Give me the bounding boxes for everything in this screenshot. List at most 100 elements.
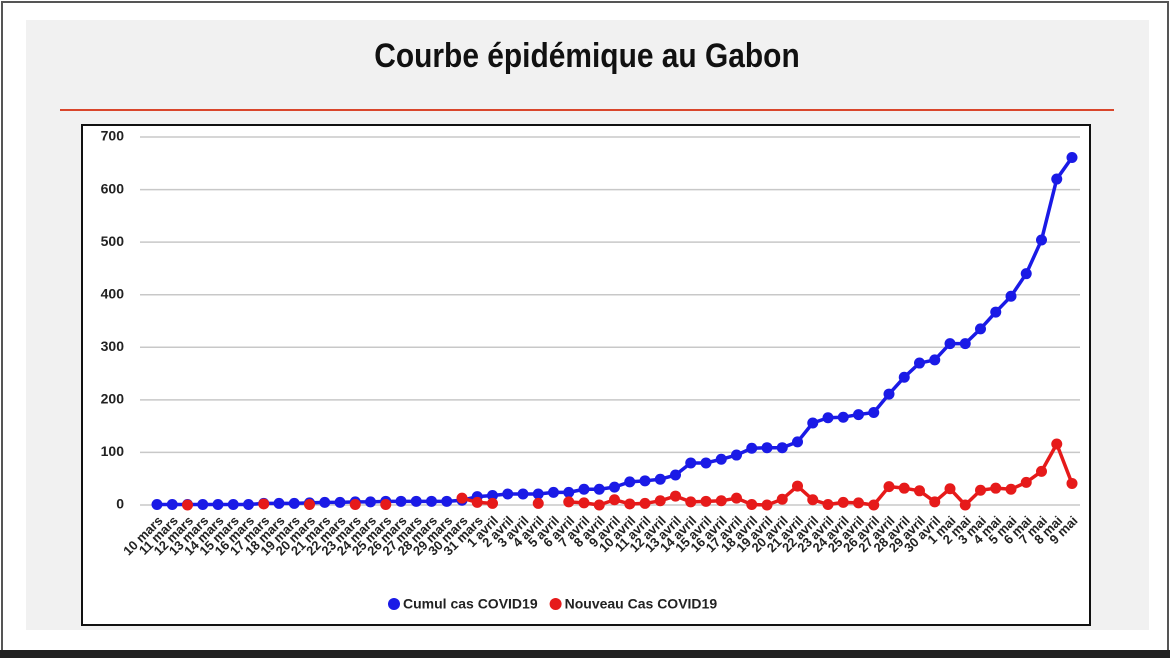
point — [639, 475, 651, 487]
point — [914, 485, 925, 497]
point — [868, 499, 880, 511]
point — [807, 494, 819, 506]
y-tick-label: 600 — [101, 180, 125, 196]
point — [898, 371, 910, 383]
point — [487, 490, 498, 502]
point — [700, 457, 712, 469]
point — [227, 498, 239, 510]
point — [639, 497, 651, 509]
point — [349, 498, 361, 510]
point — [975, 484, 986, 496]
point — [166, 498, 178, 510]
point — [776, 442, 788, 454]
point — [944, 338, 956, 350]
point — [258, 498, 270, 510]
point — [654, 473, 666, 485]
point — [319, 496, 331, 508]
point — [944, 483, 956, 495]
point — [959, 338, 971, 350]
point — [990, 306, 1002, 318]
point — [365, 496, 376, 508]
point — [517, 488, 529, 500]
point — [426, 495, 437, 507]
y-tick-label: 500 — [101, 233, 125, 249]
point — [761, 442, 773, 454]
point — [532, 488, 544, 500]
point — [837, 411, 849, 423]
point — [898, 482, 910, 494]
point — [578, 483, 590, 495]
legend-label: Nouveau Cas COVID19 — [565, 596, 718, 612]
point — [746, 442, 758, 454]
point — [624, 476, 636, 488]
point — [304, 498, 315, 510]
point — [578, 497, 590, 509]
y-tick-label: 400 — [101, 285, 125, 301]
point — [243, 498, 254, 510]
point — [990, 482, 1002, 494]
point — [1005, 483, 1017, 495]
point — [746, 498, 758, 510]
point — [1066, 477, 1078, 489]
point — [197, 498, 209, 510]
y-tick-label: 0 — [116, 496, 124, 512]
point — [685, 457, 697, 469]
point — [441, 495, 453, 507]
point — [410, 495, 422, 507]
point — [685, 496, 697, 508]
point — [670, 490, 681, 502]
point — [609, 494, 620, 506]
point — [471, 496, 483, 508]
legend-marker — [549, 598, 562, 610]
point — [822, 498, 834, 510]
point — [822, 412, 834, 424]
point — [593, 483, 605, 495]
point — [1005, 290, 1017, 302]
point — [761, 499, 773, 511]
point — [548, 486, 559, 498]
point — [212, 498, 224, 510]
point — [731, 449, 742, 461]
point — [715, 453, 727, 465]
point — [853, 497, 864, 509]
point — [380, 498, 392, 510]
point — [1020, 268, 1032, 280]
point — [959, 499, 971, 511]
point — [1020, 476, 1032, 488]
legend-label: Cumul cas COVID19 — [403, 596, 538, 612]
point — [502, 488, 514, 500]
point — [273, 497, 285, 509]
point — [456, 492, 468, 504]
bottom-bar — [0, 650, 1170, 658]
point — [593, 499, 605, 511]
point — [731, 492, 742, 504]
point — [563, 486, 575, 498]
point — [700, 495, 712, 507]
point — [1036, 234, 1047, 246]
point — [654, 495, 666, 507]
point — [288, 497, 300, 509]
point — [487, 497, 498, 509]
point — [715, 495, 727, 507]
point — [807, 417, 819, 429]
point — [1066, 152, 1078, 164]
point — [1051, 438, 1063, 450]
point — [883, 388, 895, 400]
legend-marker — [388, 598, 400, 610]
point — [914, 357, 925, 369]
point — [792, 480, 803, 492]
point — [563, 496, 575, 508]
point — [868, 406, 880, 418]
point — [1051, 173, 1063, 185]
point — [624, 498, 636, 510]
point — [609, 481, 620, 493]
point — [182, 499, 193, 511]
point — [975, 323, 986, 335]
point — [883, 481, 895, 493]
y-tick-label: 700 — [101, 128, 125, 144]
point — [837, 496, 849, 508]
point — [334, 496, 346, 508]
point — [929, 496, 941, 508]
